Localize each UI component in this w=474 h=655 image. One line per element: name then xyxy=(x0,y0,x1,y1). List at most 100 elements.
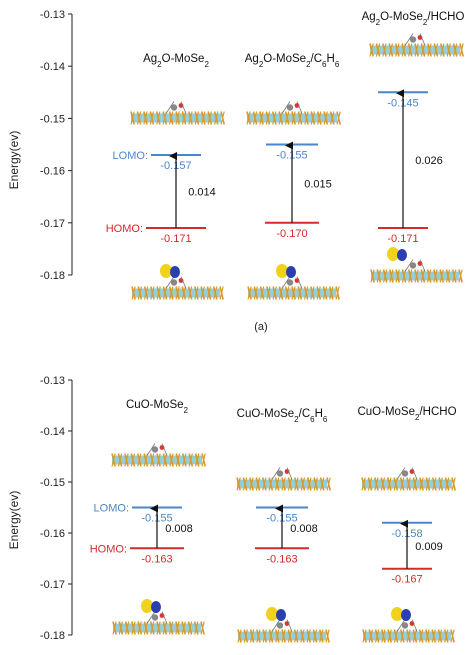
substrate-bond xyxy=(399,477,405,491)
substrate-bond xyxy=(213,286,218,300)
substrate-bond xyxy=(393,629,399,643)
structure-model-lomo xyxy=(369,33,464,57)
substrate-bond xyxy=(156,286,161,300)
y-tick-label: -0.18 xyxy=(40,630,65,642)
substrate-bond xyxy=(387,629,392,643)
title-text: /HCHO xyxy=(427,11,464,23)
substrate-bond xyxy=(427,43,432,57)
substrate-bond xyxy=(297,111,303,125)
substrate-bond xyxy=(319,477,325,491)
lomo-side-label: LOMO: xyxy=(113,150,148,162)
substrate-bond xyxy=(459,43,464,57)
substrate-bond xyxy=(303,286,309,300)
substrate-bond xyxy=(419,477,424,491)
substrate-bond xyxy=(284,111,290,125)
substrate-bond xyxy=(437,629,443,643)
substrate-bond xyxy=(367,477,373,491)
orbital-lobe xyxy=(276,609,286,621)
substrate-bond xyxy=(200,621,205,635)
substrate-bond xyxy=(329,111,335,125)
substrate-layer xyxy=(371,271,459,281)
substrate-bond xyxy=(124,621,130,635)
substrate-bond xyxy=(325,629,330,643)
panel-b: -0.13 -0.14 -0.15 -0.16 -0.17 -0.18 Energy(ev)… xyxy=(7,375,457,643)
y-tick-label: -0.16 xyxy=(40,166,65,178)
orbital-lobe xyxy=(397,249,407,261)
substrate-bond xyxy=(194,111,200,125)
adsorbate-bond xyxy=(411,467,418,480)
y-axis-label: Energy(ev) xyxy=(7,131,21,190)
substrate-bond xyxy=(281,477,286,491)
title-subscript: 2 xyxy=(376,18,381,27)
substrate-bond xyxy=(444,477,450,491)
substrate-bond xyxy=(393,477,398,491)
substrate-bond xyxy=(297,286,303,300)
title-subscript: 6 xyxy=(323,415,328,424)
orbital-lobe xyxy=(286,266,296,278)
substrate-bond xyxy=(272,286,277,300)
substrate-bond xyxy=(181,111,187,125)
substrate-bond xyxy=(268,477,273,491)
title-subscript: 2 xyxy=(259,60,264,69)
substrate-bond xyxy=(432,477,437,491)
substrate-bond xyxy=(130,453,136,467)
substrate-bond xyxy=(319,629,324,643)
substrate-layer xyxy=(363,631,451,641)
substrate-bond xyxy=(426,269,432,283)
substrate-bond xyxy=(291,286,296,300)
title-text: CuO-MoSe xyxy=(126,399,184,411)
substrate-bond xyxy=(406,629,411,643)
substrate-bond xyxy=(162,111,167,125)
adsorbate-bond xyxy=(165,101,175,114)
adsorbate-bond xyxy=(146,443,156,456)
title-text: O-MoSe xyxy=(162,53,205,65)
y-tick-label: -0.13 xyxy=(40,9,65,21)
substrate-bond xyxy=(131,286,136,300)
title-text: Ag xyxy=(143,53,157,65)
substrate-bond xyxy=(306,629,311,643)
substrate-bond xyxy=(380,477,386,491)
substrate-bond xyxy=(452,269,457,283)
substrate-layer xyxy=(131,113,221,123)
substrate-bond xyxy=(181,621,186,635)
adsorbate-atom xyxy=(276,622,284,629)
substrate-bond xyxy=(414,269,419,283)
substrate-bond xyxy=(188,453,193,467)
substrate-bond xyxy=(162,286,168,300)
substrate-bond xyxy=(143,111,148,125)
system-title: Ag2O-MoSe2/C6H6 xyxy=(245,53,340,69)
substrate-bond xyxy=(149,453,155,467)
substrate-bond xyxy=(444,629,449,643)
substrate-bond xyxy=(243,629,249,643)
substrate-bond xyxy=(194,453,200,467)
substrate-bond xyxy=(389,269,394,283)
adsorbate-atom xyxy=(151,614,159,621)
substrate-bond xyxy=(237,629,242,643)
orbital-lobe xyxy=(151,601,161,613)
title-subscript: 2 xyxy=(157,60,162,69)
gap-value-label: 0.009 xyxy=(415,541,443,553)
substrate-bond xyxy=(439,269,444,283)
substrate-bond xyxy=(236,477,241,491)
substrate-bond xyxy=(382,43,387,57)
adsorbate-bond xyxy=(161,443,168,456)
substrate-bond xyxy=(412,477,418,491)
substrate-layer xyxy=(370,45,460,55)
orbital-lobe xyxy=(170,266,180,278)
substrate-bond xyxy=(175,453,181,467)
substrate-bond xyxy=(433,269,438,283)
substrate-bond xyxy=(300,629,305,643)
substrate-bond xyxy=(395,43,400,57)
substrate-bond xyxy=(425,629,430,643)
substrate-bond xyxy=(420,43,426,57)
substrate-bond xyxy=(287,629,293,643)
substrate-bond xyxy=(274,477,280,491)
substrate-layer xyxy=(238,631,326,641)
substrate-bond xyxy=(450,629,455,643)
system-title: CuO-MoSe2/HCHO xyxy=(357,406,456,422)
substrate-bond xyxy=(207,111,212,125)
substrate-bond xyxy=(200,286,205,300)
orbital-lobe-1 xyxy=(266,607,286,621)
structure-model-homo xyxy=(370,259,463,283)
substrate-bond xyxy=(387,477,392,491)
